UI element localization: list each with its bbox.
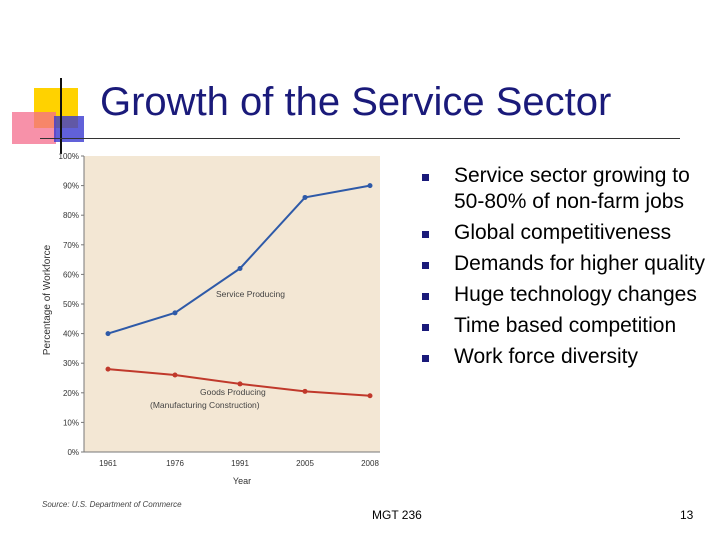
slide-title: Growth of the Service Sector [100, 80, 612, 124]
bullet-item: Time based competition [422, 313, 712, 339]
bullet-text: Demands for higher quality [454, 252, 705, 275]
square-bullet-icon [422, 231, 429, 238]
bullet-text: Global competitiveness [454, 221, 672, 244]
x-tick-label: 1976 [166, 459, 184, 468]
y-tick-label: 20% [63, 389, 79, 398]
x-tick-label: 1991 [231, 459, 249, 468]
square-bullet-icon [422, 355, 429, 362]
goods-data-point [237, 381, 243, 387]
goods-series-label-line1: Goods Producing [200, 387, 266, 397]
x-tick-label: 2008 [361, 459, 379, 468]
y-tick-label: 100% [59, 152, 79, 161]
y-tick-label: 0% [67, 448, 79, 457]
service-data-point [172, 310, 178, 316]
bullet-item: Global competitiveness [422, 220, 712, 246]
decor-vertical-line [60, 78, 62, 154]
y-tick-label: 40% [63, 330, 79, 339]
bullet-item: Service sector growing to 50-80% of non-… [422, 163, 712, 215]
bullet-text: Service sector growing to 50-80% of non-… [454, 164, 690, 213]
y-tick-label: 10% [63, 418, 79, 427]
bullet-item: Demands for higher quality [422, 251, 712, 277]
chart-background [84, 156, 380, 452]
footer-course: MGT 236 [372, 508, 422, 522]
goods-data-point [172, 372, 178, 378]
y-tick-label: 80% [63, 211, 79, 220]
square-bullet-icon [422, 293, 429, 300]
x-axis-label: Year [233, 476, 251, 486]
square-bullet-icon [422, 324, 429, 331]
y-axis-label: Percentage of Workforce [42, 244, 53, 355]
y-tick-label: 50% [63, 300, 79, 309]
chart-source: Source: U.S. Department of Commerce [42, 500, 182, 509]
bullet-text: Work force diversity [454, 345, 638, 368]
goods-series-label-line2: (Manufacturing Construction) [150, 400, 260, 410]
bullet-item: Work force diversity [422, 344, 712, 370]
series-lines [105, 183, 373, 399]
service-data-point [105, 331, 111, 337]
bullet-item: Huge technology changes [422, 282, 712, 308]
service-data-point [367, 183, 373, 189]
y-tick-label: 30% [63, 359, 79, 368]
bullet-list: Service sector growing to 50-80% of non-… [422, 163, 712, 375]
decor-horizontal-line [40, 138, 680, 139]
footer-page-number: 13 [680, 508, 694, 522]
y-tick-label: 60% [63, 270, 79, 279]
bullet-text: Huge technology changes [454, 283, 697, 306]
goods-series-label: Goods Producing (Manufacturing Construct… [150, 387, 268, 410]
line-chart: 0%10%20%30%40%50%60%70%80%90%100% 1961 19… [42, 152, 380, 509]
service-data-point [237, 265, 243, 271]
goods-data-point [302, 388, 308, 394]
goods-data-point [367, 393, 373, 399]
y-tick-label: 90% [63, 182, 79, 191]
goods-data-point [105, 366, 111, 372]
square-bullet-icon [422, 262, 429, 269]
service-data-point [302, 194, 308, 200]
decor-pink-square [12, 112, 56, 144]
x-ticks: 1961 1976 1991 2005 2008 [99, 459, 379, 468]
y-ticks: 0% 10% 20% 30% 40% 50% 60% 70% 80% 90% 100% [59, 152, 84, 457]
bullet-text: Time based competition [454, 314, 677, 337]
x-tick-label: 2005 [296, 459, 314, 468]
service-series-label: Service Producing [216, 289, 285, 299]
x-tick-label: 1961 [99, 459, 117, 468]
square-bullet-icon [422, 174, 429, 181]
y-tick-label: 70% [63, 241, 79, 250]
decor-blue-square [54, 116, 84, 142]
